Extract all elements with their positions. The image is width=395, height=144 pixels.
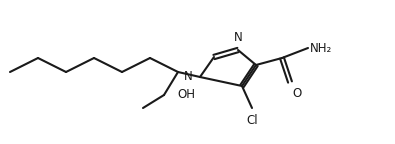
Text: Cl: Cl [246, 114, 258, 127]
Text: OH: OH [177, 89, 195, 102]
Text: NH₂: NH₂ [310, 41, 332, 54]
Text: N: N [233, 31, 243, 44]
Text: N: N [184, 71, 193, 84]
Text: O: O [292, 87, 301, 100]
